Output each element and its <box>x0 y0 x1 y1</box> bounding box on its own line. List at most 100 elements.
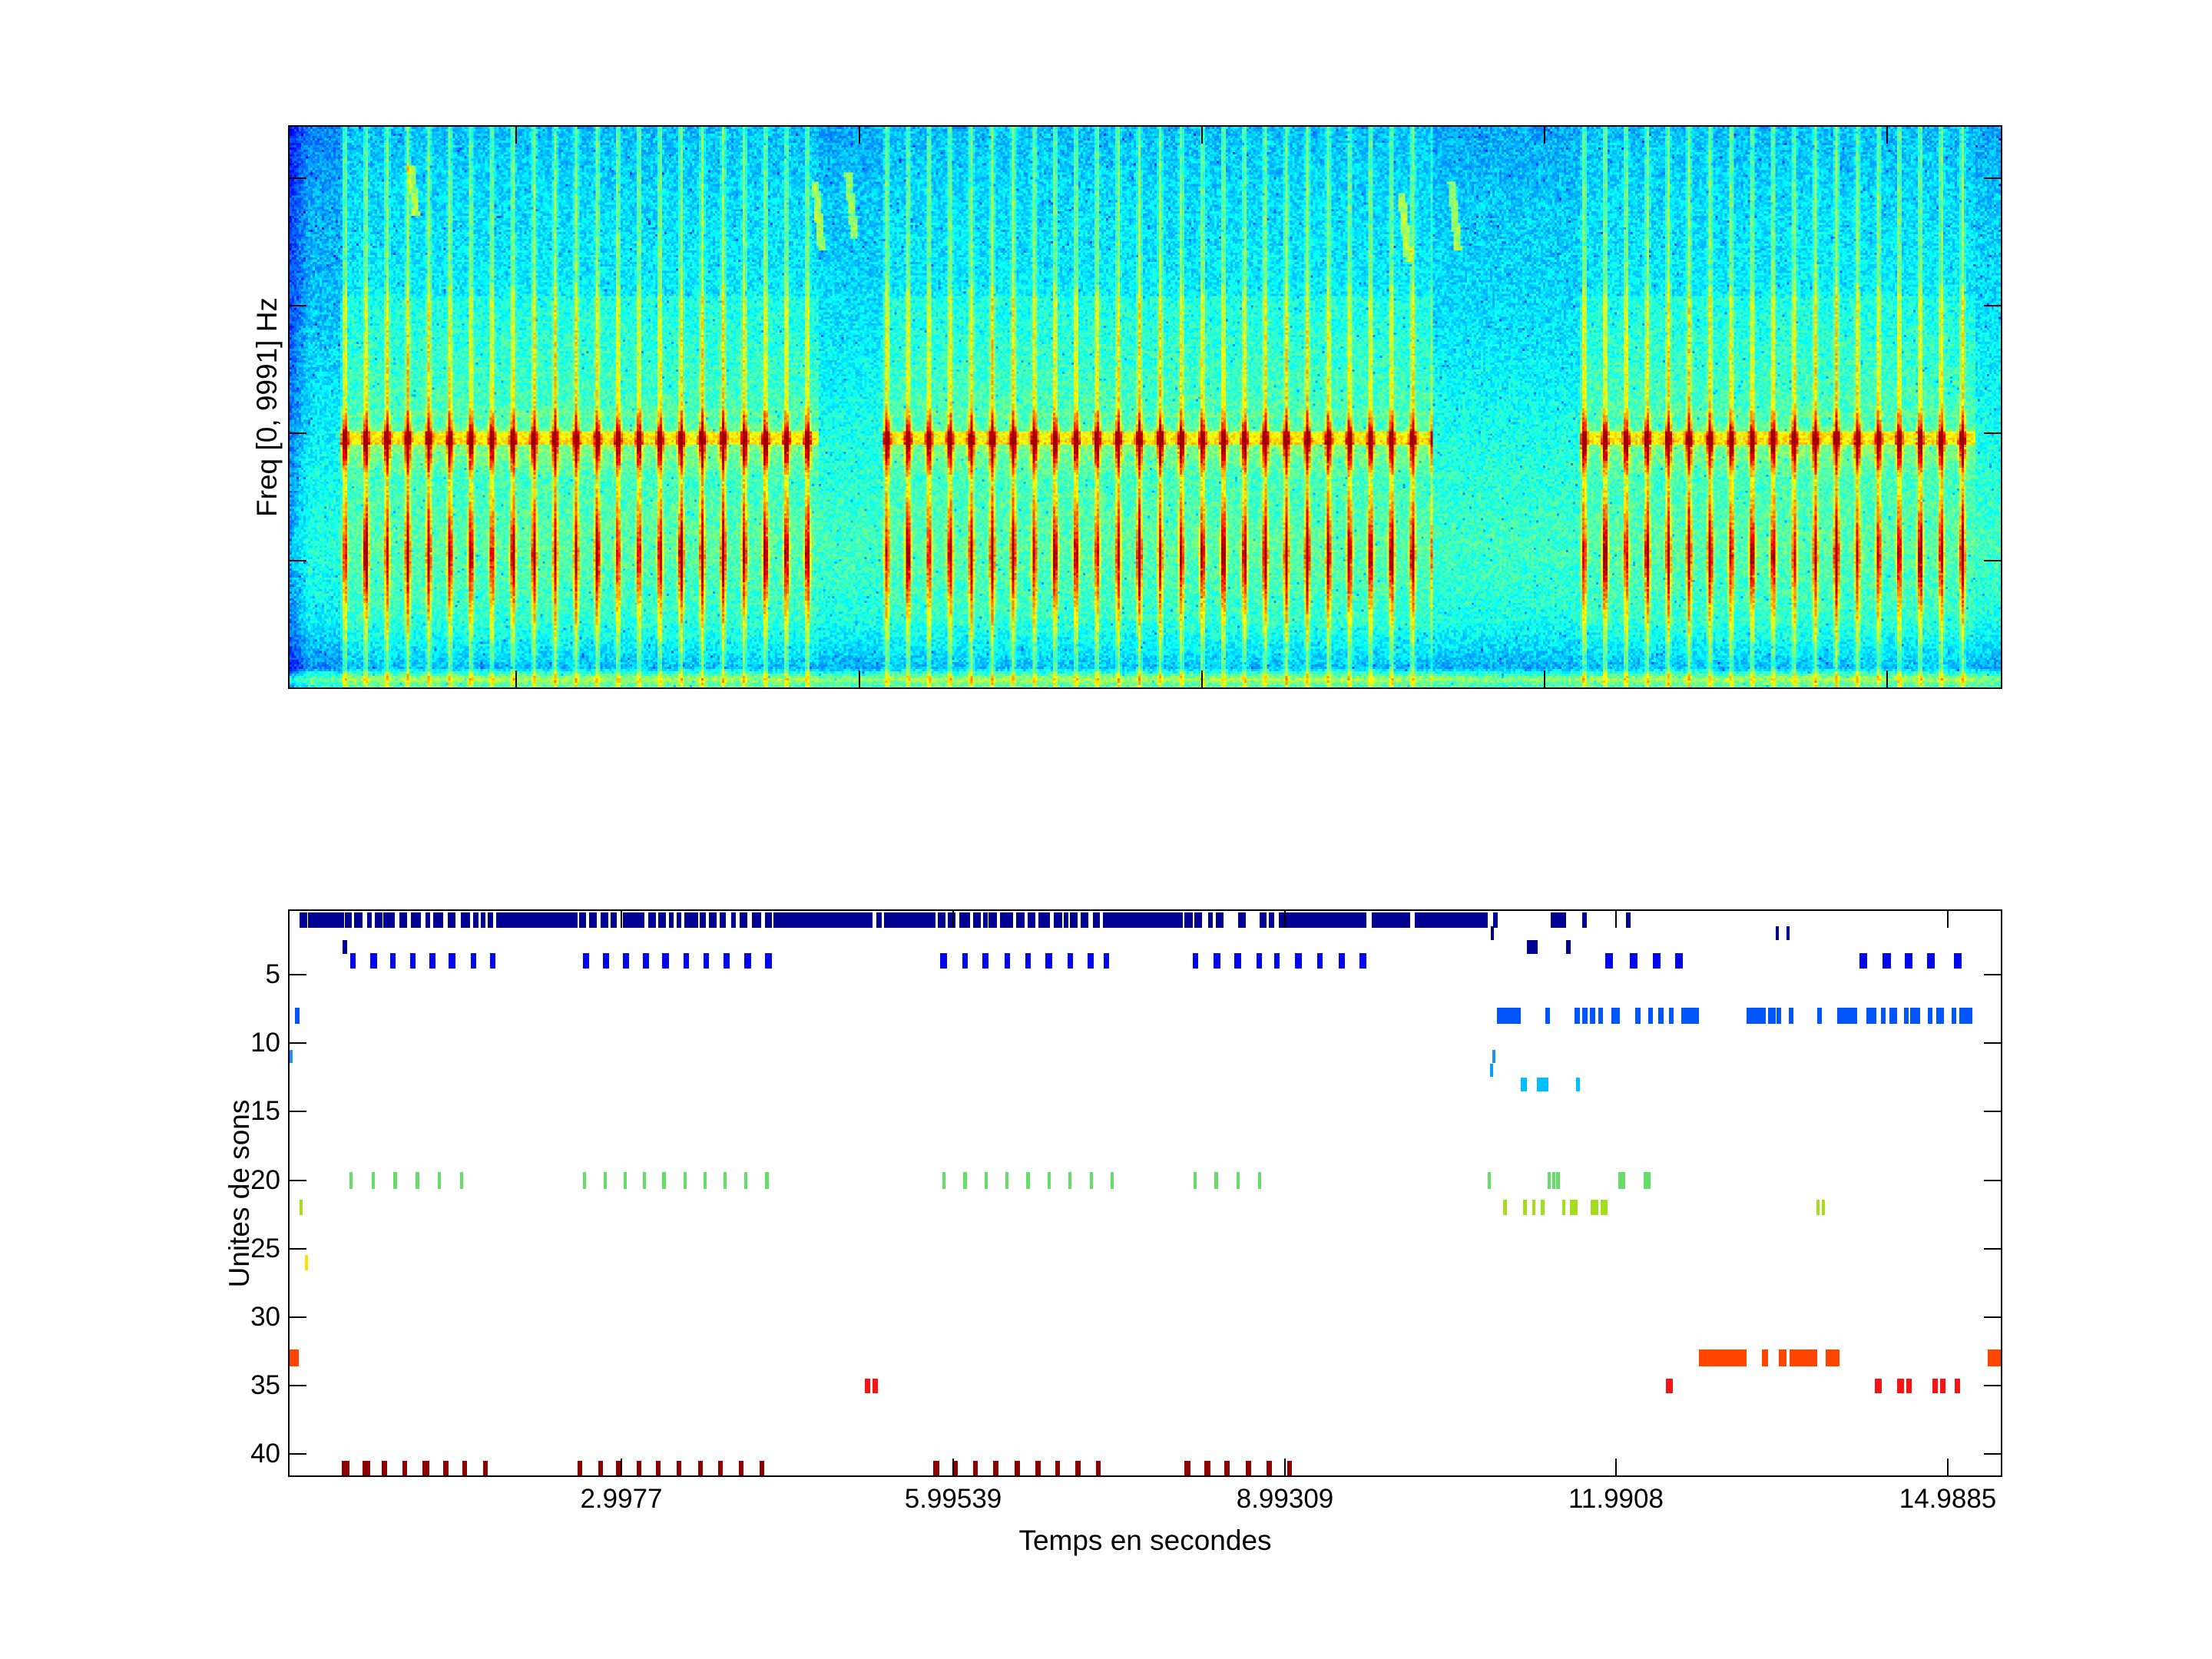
raster-mark <box>1496 1007 1522 1024</box>
raster-mark <box>1104 953 1110 969</box>
raster-mark <box>1767 1007 1776 1024</box>
raster-mark <box>1283 912 1366 928</box>
raster-mark <box>760 1460 765 1475</box>
raster-mark <box>1959 1007 1973 1024</box>
raster-mark <box>1184 912 1193 928</box>
raster-mark <box>655 1460 661 1475</box>
raster-mark <box>1490 1064 1494 1078</box>
raster-mark <box>1629 953 1637 969</box>
raster-mark <box>973 912 982 928</box>
raster-mark <box>1359 953 1366 969</box>
raster-mark <box>1237 912 1246 928</box>
raster-mark <box>765 953 773 969</box>
raster-mark <box>1875 1378 1882 1393</box>
raster-mark <box>1338 953 1346 969</box>
raster-mark <box>1574 1007 1580 1024</box>
raster-mark <box>483 1460 488 1475</box>
raster-mark <box>938 912 946 928</box>
raster-mark <box>1064 912 1069 928</box>
raster-mark <box>402 1460 407 1475</box>
x-tick <box>952 1459 954 1475</box>
raster-mark <box>1788 1007 1793 1024</box>
raster-mark <box>1371 912 1411 928</box>
raster-mark <box>290 1349 299 1367</box>
raster-mark <box>353 912 363 928</box>
raster-mark <box>1215 912 1224 928</box>
raster-mark <box>1081 912 1089 928</box>
raster-mark <box>366 912 372 928</box>
x-tick <box>859 671 860 687</box>
raster-mark <box>1096 1460 1101 1475</box>
y-tick-label: 20 <box>250 1165 280 1195</box>
raster-mark <box>959 912 964 928</box>
raster-mark <box>1491 926 1495 941</box>
x-tick <box>1201 127 1203 144</box>
raster-mark <box>305 1254 309 1270</box>
y-tick-label: 40 <box>250 1439 280 1469</box>
raster-mark <box>1556 1171 1560 1189</box>
raster-mark <box>723 953 730 969</box>
raster-mark <box>299 912 308 928</box>
raster-mark <box>429 953 436 969</box>
raster-mark <box>390 953 396 969</box>
raster-mark <box>345 1460 350 1475</box>
raster-mark <box>1569 1200 1578 1216</box>
y-tick <box>290 1316 306 1318</box>
x-tick <box>1284 911 1286 928</box>
x-tick-label: 14.9885 <box>1899 1484 1997 1514</box>
raster-mark <box>1245 1460 1251 1475</box>
raster-mark <box>1988 1349 2001 1367</box>
x-tick-label: 5.99539 <box>904 1484 1002 1514</box>
raster-mark <box>873 1378 879 1393</box>
raster-mark <box>1026 1171 1030 1189</box>
raster-mark <box>443 1460 449 1475</box>
raster-mark <box>1536 1077 1542 1091</box>
raster-mark <box>1257 953 1263 969</box>
y-tick <box>1984 560 2001 561</box>
raster-mark <box>1110 1171 1114 1189</box>
raster-mark <box>1762 1349 1769 1367</box>
raster-mark <box>1268 912 1275 928</box>
x-tick <box>1615 1459 1617 1475</box>
raster-mark <box>1652 953 1661 969</box>
raster-mark <box>999 912 1005 928</box>
y-tick-label: 5 <box>265 959 280 989</box>
raster-mark <box>657 912 666 928</box>
raster-mark <box>765 1171 769 1189</box>
raster-mark <box>1626 912 1631 928</box>
raster-mark <box>942 1171 946 1189</box>
raster-mark <box>589 912 598 928</box>
raster-mark <box>1618 1171 1625 1189</box>
raster-mark <box>1932 1378 1939 1393</box>
raster-mark <box>1005 1171 1009 1189</box>
raster-mark <box>708 912 717 928</box>
raster-mark <box>1561 1200 1565 1216</box>
raster-mark <box>1054 912 1062 928</box>
raster-mark <box>1634 1007 1641 1024</box>
raster-mark <box>1927 953 1936 969</box>
raster-mark <box>459 1171 464 1189</box>
raster-mark <box>1657 1007 1664 1024</box>
raster-mark <box>371 1171 375 1189</box>
raster-mark <box>1213 953 1220 969</box>
x-tick <box>1886 127 1888 144</box>
raster-mark <box>865 1378 871 1393</box>
x-tick <box>1886 671 1888 687</box>
raster-mark <box>984 1171 988 1189</box>
raster-mark <box>1523 1200 1527 1216</box>
raster-mark <box>1521 1077 1527 1091</box>
raster-mark <box>1025 953 1031 969</box>
raster-mark <box>610 912 618 928</box>
y-tick <box>290 1385 306 1386</box>
raster-mark <box>744 1171 748 1189</box>
y-tick-label: 10 <box>250 1028 280 1058</box>
spectrogram-image <box>290 127 2001 687</box>
raster-mark <box>411 912 422 928</box>
raster-mark <box>461 912 470 928</box>
raster-mark <box>1825 1349 1840 1367</box>
raster-mark <box>1295 953 1303 969</box>
raster-mark <box>1541 1077 1549 1091</box>
raster-mark <box>1666 1378 1673 1393</box>
raster-mark <box>383 912 395 928</box>
